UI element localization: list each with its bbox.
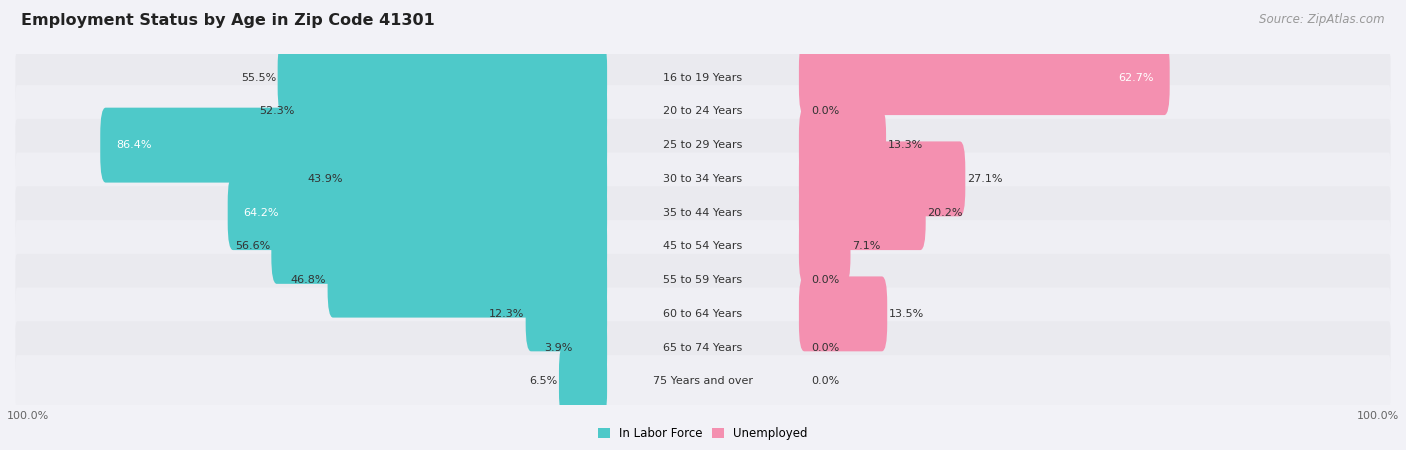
Text: 0.0%: 0.0% (811, 275, 839, 285)
Text: 16 to 19 Years: 16 to 19 Years (664, 72, 742, 83)
Text: 13.3%: 13.3% (887, 140, 922, 150)
FancyBboxPatch shape (15, 254, 1391, 306)
FancyBboxPatch shape (574, 310, 607, 385)
Text: 20.2%: 20.2% (927, 207, 963, 218)
Text: 64.2%: 64.2% (243, 207, 278, 218)
Text: 52.3%: 52.3% (259, 106, 295, 117)
FancyBboxPatch shape (100, 108, 607, 183)
Text: Source: ZipAtlas.com: Source: ZipAtlas.com (1260, 14, 1385, 27)
Text: 43.9%: 43.9% (308, 174, 343, 184)
FancyBboxPatch shape (15, 85, 1391, 138)
FancyBboxPatch shape (799, 141, 966, 216)
Text: 12.3%: 12.3% (489, 309, 524, 319)
Legend: In Labor Force, Unemployed: In Labor Force, Unemployed (593, 422, 813, 445)
Text: 0.0%: 0.0% (811, 376, 839, 387)
FancyBboxPatch shape (799, 108, 886, 183)
Text: 60 to 64 Years: 60 to 64 Years (664, 309, 742, 319)
FancyBboxPatch shape (15, 288, 1391, 340)
Text: 25 to 29 Years: 25 to 29 Years (664, 140, 742, 150)
FancyBboxPatch shape (15, 355, 1391, 408)
Text: 75 Years and over: 75 Years and over (652, 376, 754, 387)
Text: 55 to 59 Years: 55 to 59 Years (664, 275, 742, 285)
FancyBboxPatch shape (526, 276, 607, 351)
FancyBboxPatch shape (344, 141, 607, 216)
FancyBboxPatch shape (297, 74, 607, 149)
Text: 7.1%: 7.1% (852, 241, 880, 252)
Text: 13.5%: 13.5% (889, 309, 924, 319)
FancyBboxPatch shape (15, 186, 1391, 239)
Text: 45 to 54 Years: 45 to 54 Years (664, 241, 742, 252)
FancyBboxPatch shape (799, 40, 1170, 115)
FancyBboxPatch shape (560, 344, 607, 419)
Text: 6.5%: 6.5% (530, 376, 558, 387)
FancyBboxPatch shape (228, 175, 607, 250)
FancyBboxPatch shape (15, 153, 1391, 205)
FancyBboxPatch shape (277, 40, 607, 115)
Text: 27.1%: 27.1% (967, 174, 1002, 184)
FancyBboxPatch shape (799, 175, 925, 250)
Text: 35 to 44 Years: 35 to 44 Years (664, 207, 742, 218)
FancyBboxPatch shape (799, 209, 851, 284)
Text: 0.0%: 0.0% (811, 342, 839, 353)
FancyBboxPatch shape (799, 276, 887, 351)
Text: 30 to 34 Years: 30 to 34 Years (664, 174, 742, 184)
FancyBboxPatch shape (15, 220, 1391, 273)
Text: 20 to 24 Years: 20 to 24 Years (664, 106, 742, 117)
FancyBboxPatch shape (271, 209, 607, 284)
FancyBboxPatch shape (15, 51, 1391, 104)
FancyBboxPatch shape (328, 243, 607, 318)
FancyBboxPatch shape (15, 119, 1391, 171)
Text: 46.8%: 46.8% (291, 275, 326, 285)
Text: Employment Status by Age in Zip Code 41301: Employment Status by Age in Zip Code 413… (21, 14, 434, 28)
Text: 55.5%: 55.5% (240, 72, 277, 83)
Text: 0.0%: 0.0% (811, 106, 839, 117)
Text: 65 to 74 Years: 65 to 74 Years (664, 342, 742, 353)
Text: 62.7%: 62.7% (1119, 72, 1154, 83)
Text: 56.6%: 56.6% (235, 241, 270, 252)
FancyBboxPatch shape (15, 321, 1391, 374)
Text: 86.4%: 86.4% (115, 140, 152, 150)
Text: 3.9%: 3.9% (544, 342, 572, 353)
